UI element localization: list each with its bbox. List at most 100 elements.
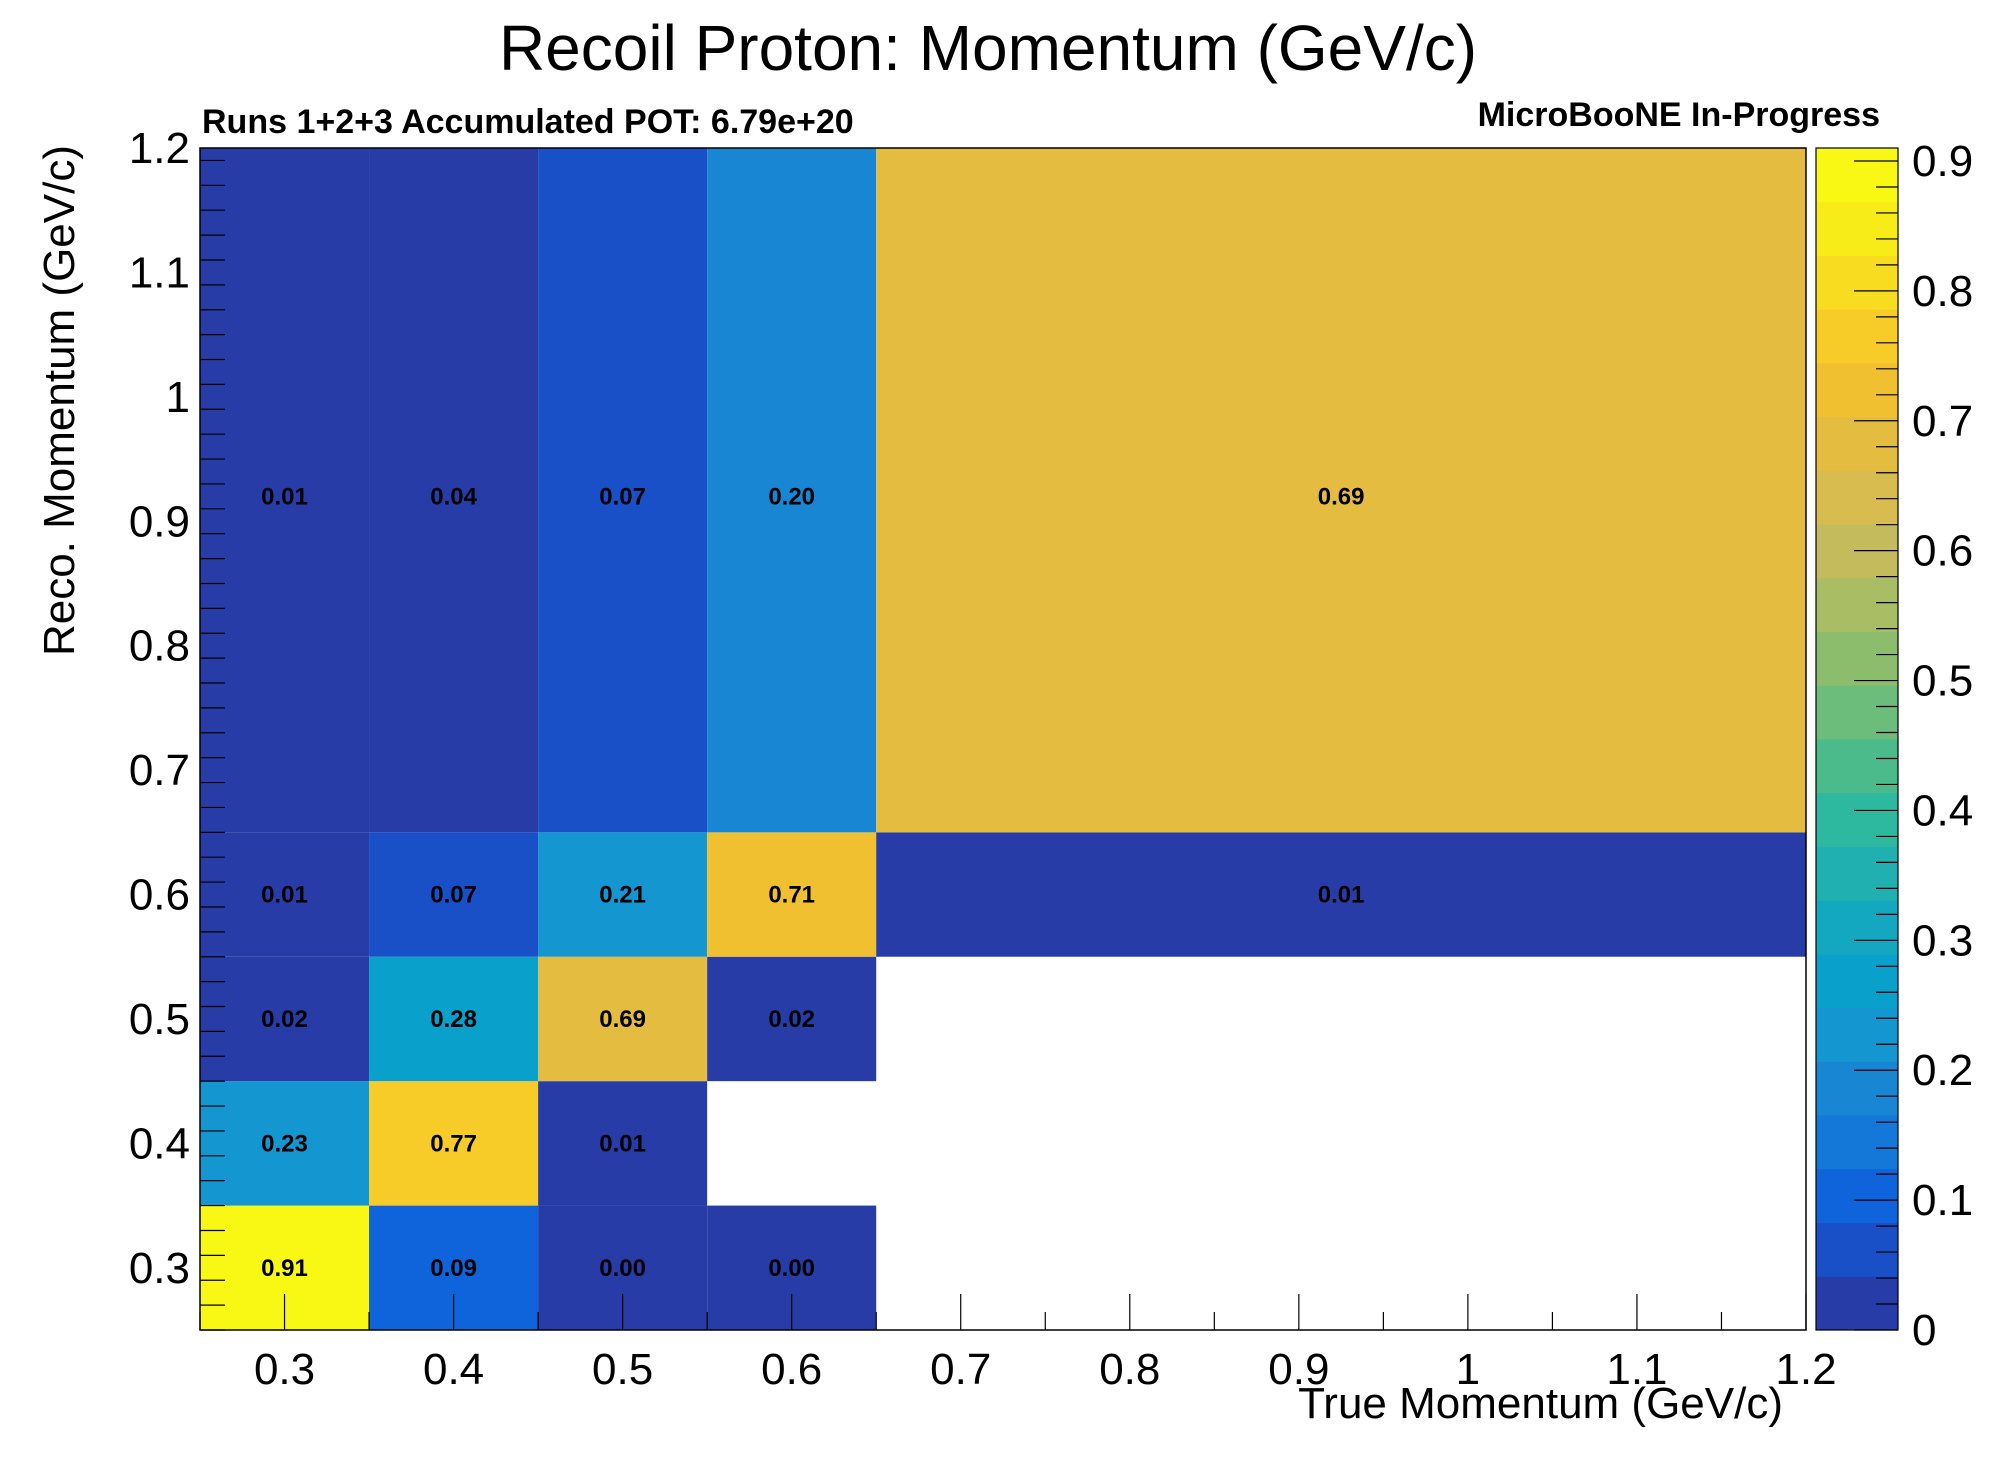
colorbar-swatch (1816, 739, 1898, 794)
colorbar-swatch (1816, 1222, 1898, 1277)
colorbar-swatch (1816, 1007, 1898, 1062)
x-tick-label: 0.7 (930, 1345, 991, 1394)
heatmap-cell (200, 832, 370, 957)
colorbar-tick-label: 0.8 (1912, 267, 1973, 316)
x-tick-label: 0.8 (1099, 1345, 1160, 1394)
colorbar-swatch (1816, 846, 1898, 901)
colorbar-swatch (1816, 148, 1898, 203)
heatmap-cell (707, 148, 877, 833)
x-tick-label: 0.3 (254, 1345, 315, 1394)
y-tick-label: 0.4 (129, 1119, 190, 1168)
y-tick-label: 0.7 (129, 746, 190, 795)
heatmap-cell (200, 148, 370, 833)
y-tick-label: 1.2 (129, 124, 190, 173)
heatmap-cell (369, 832, 539, 957)
cell-value-label: 0.00 (768, 1255, 815, 1282)
cell-value-label: 0.71 (768, 882, 815, 909)
cell-value-label: 0.09 (430, 1255, 477, 1282)
colorbar-tick-label: 0.7 (1912, 397, 1973, 446)
heatmap-cell (538, 832, 708, 957)
cell-value-label: 0.02 (768, 1006, 815, 1033)
x-tick-label: 0.9 (1268, 1345, 1329, 1394)
y-axis: 0.3 0.4 0.5 0.6 0.7 0.8 0.9 1 1.1 1.2 (129, 124, 225, 1331)
colorbar-swatch (1816, 792, 1898, 847)
heatmap-cells (200, 148, 1806, 1330)
colorbar-swatch (1816, 1115, 1898, 1170)
colorbar-tick-label: 0.1 (1912, 1176, 1973, 1225)
heatmap-cell (538, 956, 708, 1082)
cell-value-label: 0.07 (430, 882, 477, 909)
cell-value-label: 0.21 (599, 882, 646, 909)
colorbar-swatch (1816, 362, 1898, 418)
cell-value-label: 0.07 (599, 483, 646, 510)
plot-frame (199, 147, 1807, 1331)
colorbar-swatch (1816, 1061, 1898, 1116)
colorbar-tick-label: 0.3 (1912, 916, 1973, 965)
heatmap-cell (707, 832, 877, 957)
y-axis-label: Reco. Momentum (GeV/c) (35, 145, 84, 656)
heatmap-cell (876, 148, 1806, 833)
y-tick-label: 1 (166, 373, 190, 422)
cell-value-label: 0.00 (599, 1255, 646, 1282)
colorbar-swatch (1816, 416, 1898, 471)
x-tick-label: 1.1 (1606, 1345, 1667, 1394)
colorbar-tick-label: 0.5 (1912, 657, 1973, 706)
heatmap-cell (876, 832, 1806, 957)
colorbar-swatch (1816, 685, 1898, 740)
colorbar-swatch (1816, 309, 1898, 364)
x-tick-label: 1.2 (1775, 1345, 1836, 1394)
x-axis-label: True Momentum (GeV/c) (1298, 1379, 1783, 1428)
y-tick-label: 0.5 (129, 995, 190, 1044)
colorbar-swatch (1816, 577, 1898, 633)
x-tick-label: 0.6 (761, 1345, 822, 1394)
colorbar-tick-label: 0.9 (1912, 137, 1973, 186)
heatmap-cell (369, 1081, 539, 1206)
colorbar-tick-label: 0.2 (1912, 1046, 1973, 1095)
heatmap-cell (369, 956, 539, 1082)
x-axis: 0.3 0.4 0.5 0.6 0.7 0.8 0.9 1 1.1 1.2 (199, 1294, 1837, 1394)
chart-title: Recoil Proton: Momentum (GeV/c) (499, 12, 1477, 84)
colorbar-swatch (1816, 1276, 1898, 1331)
cell-value-label: 0.04 (430, 483, 477, 510)
colorbar-tick-label: 0.6 (1912, 527, 1973, 576)
colorbar-swatch (1816, 631, 1898, 686)
colorbar-swatch (1816, 1168, 1898, 1224)
y-tick-label: 0.8 (129, 622, 190, 671)
colorbar-tick-label: 0.4 (1912, 786, 1973, 835)
cell-value-label: 0.91 (261, 1255, 308, 1282)
colorbar-swatch (1816, 953, 1898, 1009)
chart-subtitle-runs: Runs 1+2+3 Accumulated POT: 6.79e+20 (202, 103, 854, 141)
cell-value-label: 0.69 (1318, 483, 1365, 510)
y-tick-label: 0.6 (129, 871, 190, 920)
heatmap-cell (369, 148, 539, 833)
colorbar-swatch (1816, 900, 1898, 955)
heatmap-cell (538, 1081, 708, 1206)
cell-value-label: 0.02 (261, 1006, 308, 1033)
heatmap-cell-labels: 0.91 0.09 0.00 0.00 0.23 0.77 0.01 0.02 0.28 0.69… (261, 483, 1364, 1281)
x-tick-label: 1 (1456, 1345, 1480, 1394)
heatmap-cell (538, 148, 708, 833)
cell-value-label: 0.28 (430, 1006, 477, 1033)
cell-value-label: 0.01 (599, 1130, 646, 1157)
cell-value-label: 0.20 (768, 483, 815, 510)
heatmap-cell (200, 1081, 370, 1206)
cell-value-label: 0.01 (261, 483, 308, 510)
cell-value-label: 0.77 (430, 1130, 477, 1157)
cell-value-label: 0.69 (599, 1006, 646, 1033)
y-tick-label: 0.3 (129, 1244, 190, 1293)
heatmap-cell (200, 956, 370, 1082)
x-tick-label: 0.4 (423, 1345, 484, 1394)
colorbar: 0 0.1 0.2 0.3 0.4 0.5 0.6 0.7 0.8 0.9 (1815, 137, 1973, 1355)
colorbar-tick-label: 0 (1912, 1306, 1936, 1355)
y-tick-label: 1.1 (129, 248, 190, 297)
cell-value-label: 0.23 (261, 1130, 308, 1157)
heatmap-cell (707, 956, 877, 1082)
colorbar-swatch (1816, 255, 1898, 310)
y-tick-label: 0.9 (129, 497, 190, 546)
colorbar-swatch (1816, 201, 1898, 256)
cell-value-label: 0.01 (261, 882, 308, 909)
colorbar-swatch (1816, 470, 1898, 525)
chart-subtitle-experiment: MicroBooNE In-Progress (1478, 96, 1880, 134)
x-tick-label: 0.5 (592, 1345, 653, 1394)
